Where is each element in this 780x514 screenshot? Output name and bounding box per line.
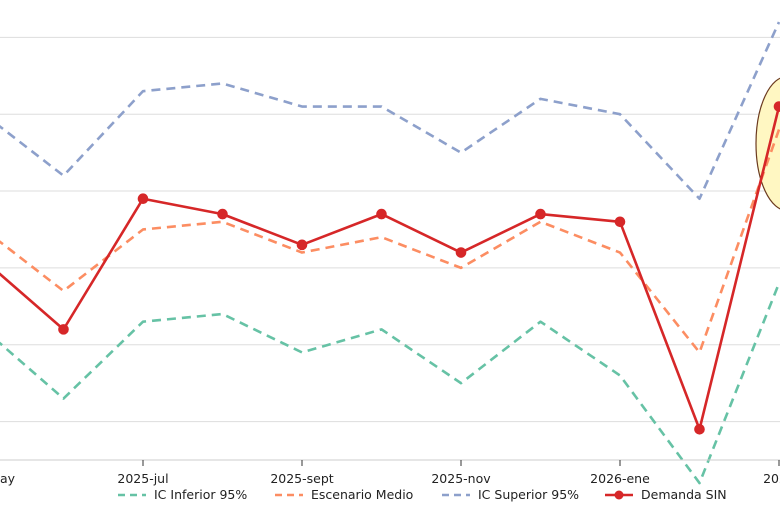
data-point-demanda-sin [296, 239, 308, 251]
x-tick-label: ay [0, 471, 16, 486]
legend: IC Inferior 95% Escenario Medio IC Superio… [118, 487, 727, 502]
x-tick-label: 2025-nov [431, 471, 491, 486]
series-line-ic-superior-95 [0, 21, 780, 201]
x-tick-label: 2025-jul [117, 471, 168, 486]
marker-layer [0, 101, 780, 435]
series-line-ic-inferior-95 [0, 282, 780, 485]
legend-marker-demanda-sin [614, 490, 624, 500]
data-point-demanda-sin [535, 208, 546, 220]
legend-label-ic-inferior-95: IC Inferior 95% [154, 487, 247, 502]
grid-layer [0, 36, 780, 423]
x-tick-label: 2026-ene [590, 471, 650, 486]
data-point-demanda-sin [614, 216, 626, 228]
legend-label-ic-superior-95: IC Superior 95% [478, 487, 579, 502]
data-point-demanda-sin [217, 208, 228, 220]
data-point-demanda-sin [376, 208, 387, 220]
series-line-escenario-medio [0, 129, 780, 354]
data-point-demanda-sin [694, 423, 705, 435]
x-axis: ay 2025-jul 2025-sept 2025-nov 2026-ene 2026 [0, 459, 780, 486]
data-point-demanda-sin [455, 247, 467, 258]
legend-label-escenario-medio: Escenario Medio [311, 487, 413, 502]
data-point-demanda-sin [773, 101, 780, 112]
x-tick-label: 2026 [763, 471, 780, 486]
legend-label-demanda-sin: Demanda SIN [641, 487, 727, 502]
data-point-demanda-sin [137, 193, 149, 205]
data-point-demanda-sin [58, 324, 69, 335]
series-layer [0, 21, 780, 485]
x-tick-label: 2025-sept [270, 471, 333, 486]
